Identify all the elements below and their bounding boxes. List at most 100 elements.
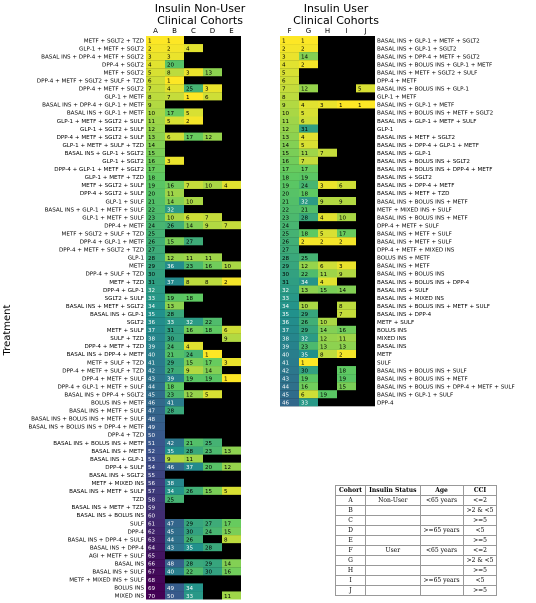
heatmap-cell [280,188,299,197]
cell-value: 1 [167,79,171,85]
heatmap-cell [299,358,318,367]
cell-value: 63 [148,538,156,544]
row-label: METF + TZD [109,280,144,286]
heatmap-cell [146,543,165,552]
cell-value: 21 [148,199,156,205]
heatmap-cell [146,60,165,69]
row-label: BASAL INS + DPP-4 + GLP-1 + METF [42,103,144,109]
panel-subtitle: Clinical Cohorts [157,14,243,27]
row-label: BASAL INS + DPP-4 + METF [67,352,144,358]
cell-value: 6 [301,119,305,125]
cell-value: 24 [167,344,175,350]
cell-value: 8 [339,304,343,310]
cell-value: 10 [224,264,232,270]
row-label: BASAL INS + BOLUS INS + METF + SULF [31,417,144,423]
cell-value: 2 [224,280,228,286]
heatmap-cell [146,140,165,149]
cell-value: 20 [205,465,213,471]
column-label: F [287,27,291,35]
cell-value: 22 [148,207,155,213]
cell-value: 15 [339,385,347,391]
cell-value: 36 [167,264,175,270]
heatmap-cell [318,285,337,294]
heatmap-cell [299,366,318,375]
age-cell: <65 years [419,545,464,556]
cell-value: 12 [205,135,212,141]
heatmap-cell [203,317,222,326]
cell-value: 35 [186,546,194,552]
cohort-cell: G [334,555,367,566]
heatmap-cell [184,358,203,367]
cell-value: 24 [282,224,290,230]
heatmap-cell [146,116,165,125]
cell-value: 19 [320,393,328,399]
cell-value: 28 [167,409,175,415]
heatmap-cell [337,349,356,358]
heatmap-cell [318,269,337,278]
heatmap-cell [165,213,184,222]
heatmap-cell [165,84,184,93]
cell-value: 27 [167,368,175,374]
heatmap-cell [165,382,184,391]
heatmap-cell [299,333,318,342]
cell-value: 6 [186,216,190,222]
heatmap-cell [184,462,203,471]
heatmap-cell [337,213,356,222]
heatmap-cell [356,100,375,109]
heatmap-cell [337,325,356,334]
cohort-row: C >=5 [334,515,498,526]
heatmap-cell [184,325,203,334]
cell-value: 5 [186,111,190,117]
heatmap-cell [146,462,165,471]
heatmap-cell [280,237,299,246]
row-label: SULF + TZD [110,336,144,342]
heatmap-cell [146,221,165,230]
cell-value: 35 [282,312,290,318]
heatmap-cell [299,229,318,238]
cohort-legend-body: A Non-User <65 years <=2 B >2 & <5 C >=5 D >=65 y… [334,495,498,596]
heatmap-cell [280,92,299,101]
cell-value: 16 [148,159,156,165]
column-label: B [172,27,177,35]
heatmap-cell [299,197,318,206]
cell-value: 29 [186,521,194,527]
cell-value: 27 [205,521,213,527]
cell-value: 28 [186,449,194,455]
heatmap-cell [146,591,165,600]
cell-value: 40 [167,570,175,576]
cohort-row: I >=65 years <5 [334,575,498,586]
cell-value: 18 [301,191,309,197]
row-label: DPP-4 + METF + SGLT2 + TZD [59,248,144,254]
heatmap-cell [280,44,299,53]
row-label: DPP-4 + GLP-1 + METF [80,240,144,246]
cell-value: 13 [320,344,328,350]
heatmap-cell [203,559,222,568]
row-label: BASAL INS + GLP-1 [90,457,144,463]
row-label: BASAL INS + BOLUS INS [377,272,445,278]
cell-value: 7 [301,159,305,165]
heatmap-cell [337,374,356,383]
cell-value: 41 [282,360,290,366]
row-label: GLP-1 + METF + SGLT2 + SULF [57,119,144,125]
heatmap-cell [337,309,356,318]
row-label: BASAL INS + BOLUS INS + DPP-4 + METF [377,167,492,173]
row-label: METF + SULF + TZD [87,360,144,366]
heatmap-cell [299,116,318,125]
heatmap-cell [280,164,299,173]
heatmap-cell [165,438,184,447]
heatmap-cell [146,575,165,584]
heatmap-cell [203,92,222,101]
cell-value: 51 [148,441,156,447]
cell-value: 3 [148,55,152,61]
row-label: BASAL INS + METF + SGLT2 + SULF [377,70,477,76]
row-label: DPP-4 + GLP-1 [103,288,144,294]
heatmap-cell [165,358,184,367]
header-insulin-status: Insulin Status [365,485,421,496]
cell-value: 25 [301,256,309,262]
heatmap-cell [299,172,318,181]
heatmap-cell [280,68,299,77]
cell-value: 1 [282,38,286,44]
heatmap-cell [146,325,165,334]
heatmap-cell [299,205,318,214]
heatmap-cell [146,76,165,85]
